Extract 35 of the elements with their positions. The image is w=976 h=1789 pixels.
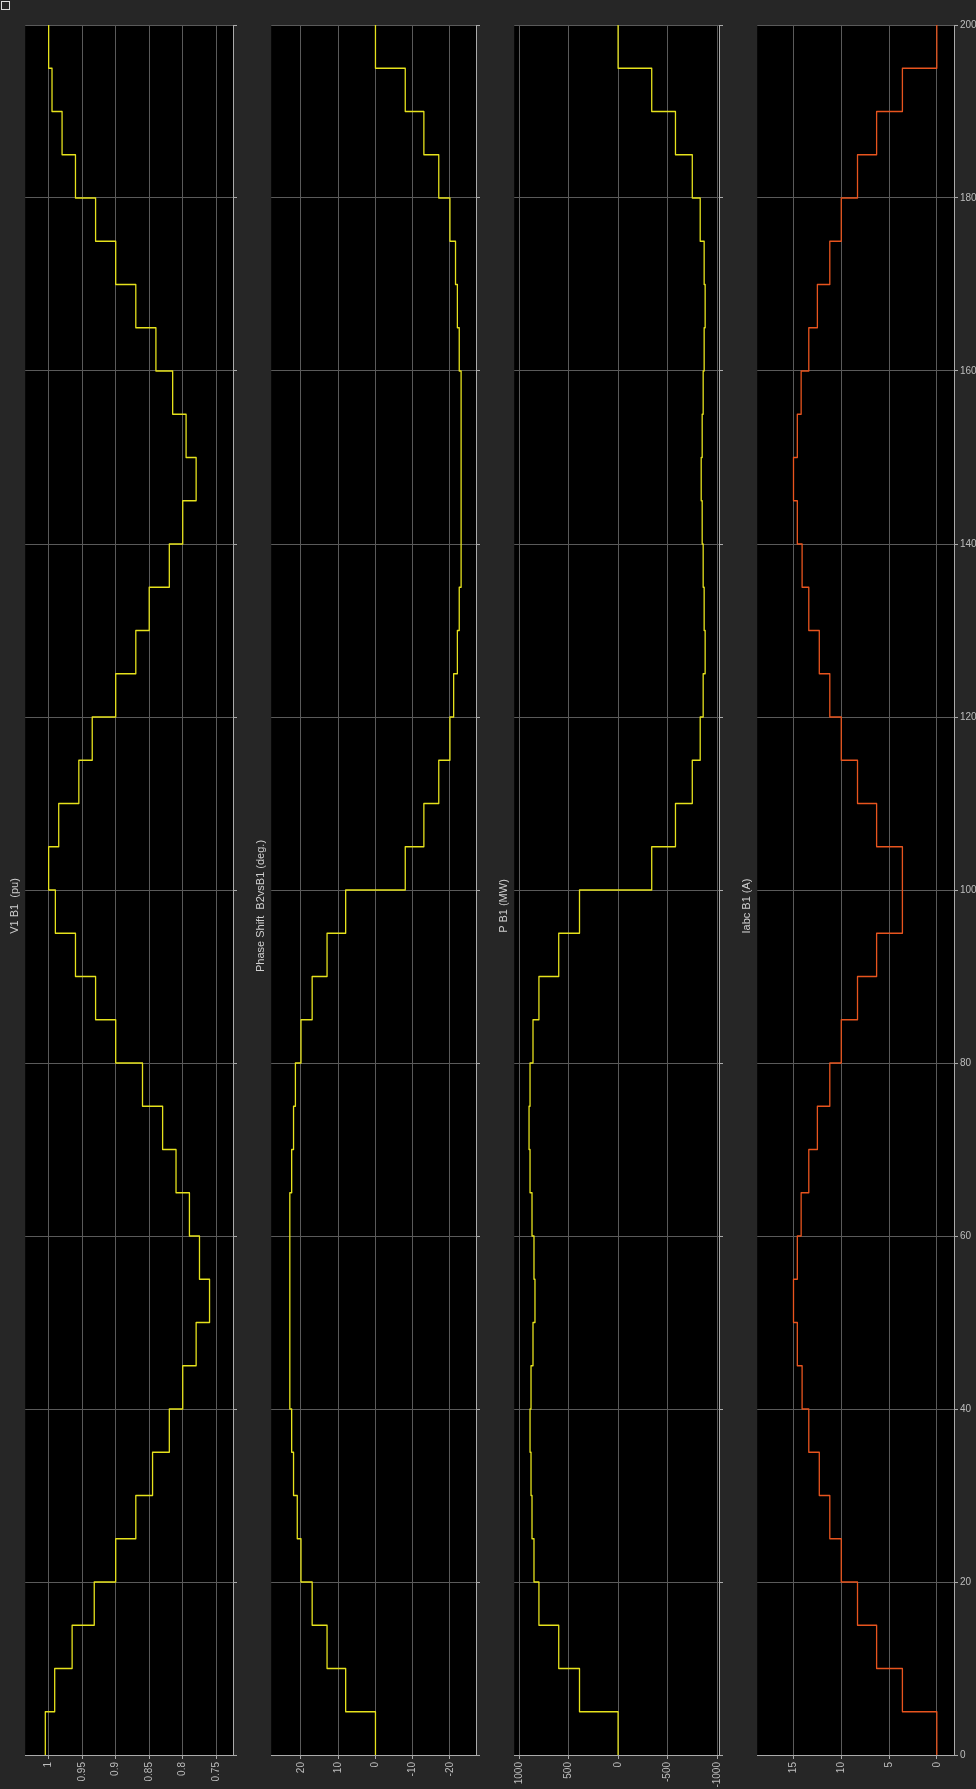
x-tick-label: 10 [835, 1761, 847, 1774]
x-tick-label: 20 [294, 1761, 306, 1774]
x-tick-label: 0.95 [75, 1761, 87, 1782]
x-tick-label: 0.8 [176, 1761, 188, 1776]
x-tick-label: -1000 [710, 1761, 722, 1788]
text: V1 B1 (pu) [7, 878, 20, 934]
x-tick-label: 0.85 [142, 1761, 154, 1782]
x-tick-label: 0 [369, 1761, 381, 1768]
x-tick-label: 1 [42, 1761, 54, 1768]
x-tick-label: 10 [331, 1761, 343, 1774]
y-tick-label: 140 [960, 537, 976, 549]
y-tick-label: 120 [960, 710, 976, 722]
text: P B1 (MW) [496, 879, 509, 933]
x-tick-label: -500 [661, 1761, 673, 1783]
y-tick-label: 80 [960, 1056, 972, 1068]
y-tick-label: 40 [960, 1402, 972, 1414]
x-tick-label: 0 [930, 1761, 942, 1768]
text: Iabc B1 (A) [739, 878, 752, 934]
x-tick-label: 0 [611, 1761, 623, 1768]
x-tick-label: 500 [562, 1761, 574, 1779]
y-tick-label: 180 [960, 191, 976, 203]
y-tick-label: 60 [960, 1229, 972, 1241]
y-tick-label: 200 [960, 18, 976, 30]
y-tick-label: 100 [960, 883, 976, 895]
x-tick-label: 1000 [512, 1761, 524, 1785]
x-tick-label: 5 [882, 1761, 894, 1768]
y-tick-label: 0 [960, 1748, 966, 1760]
x-tick-label: -20 [443, 1761, 455, 1777]
x-tick-label: 15 [787, 1761, 799, 1774]
y-tick-label: 160 [960, 364, 976, 376]
y-tick-label: 20 [960, 1575, 972, 1587]
text: Phase Shift B2vsB1 (deg.) [253, 839, 266, 973]
x-tick-label: 0.9 [109, 1761, 121, 1776]
x-tick-label: -10 [406, 1761, 418, 1777]
x-tick-label: 0.75 [209, 1761, 221, 1782]
